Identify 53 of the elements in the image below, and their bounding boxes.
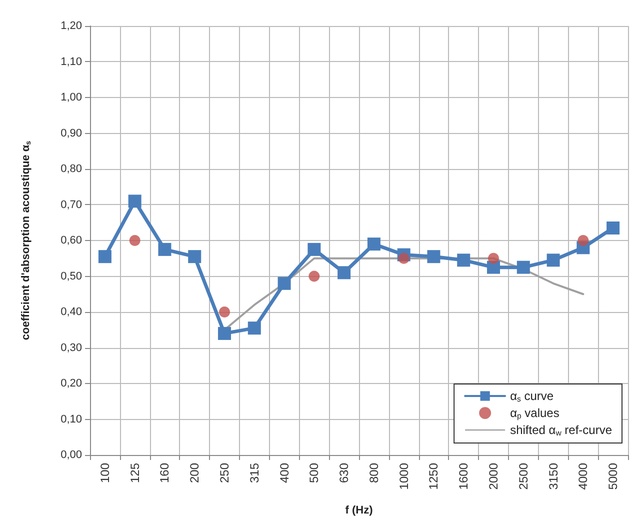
y-tick-label: 0,30: [60, 342, 82, 354]
point: [308, 242, 321, 256]
point: [546, 254, 560, 267]
x-tick-label: 800: [366, 462, 381, 484]
point: [338, 266, 351, 280]
x-axis-title: f (Hz): [345, 504, 374, 516]
y-tick-label: 0,10: [60, 413, 82, 426]
y-tick-label: 0,60: [60, 234, 82, 246]
point: [158, 242, 172, 256]
point: [457, 254, 470, 267]
y-tick-label: 0,90: [60, 127, 82, 140]
x-tick-label: 1600: [456, 462, 471, 490]
point: [98, 250, 112, 264]
x-tick-label: 315: [247, 462, 262, 484]
y-tick-label: 1,10: [60, 56, 82, 68]
y-tick-label: 0,80: [60, 163, 82, 175]
point: [427, 250, 440, 264]
point: [219, 306, 230, 318]
point: [248, 322, 261, 335]
y-tick-label: 0,20: [60, 378, 82, 390]
point: [128, 194, 142, 208]
point: [129, 235, 140, 246]
x-tick-label: 3150: [546, 462, 560, 490]
x-tick-label: 2500: [516, 462, 530, 490]
point: [606, 221, 620, 234]
x-tick-label: 160: [158, 462, 172, 484]
point: [218, 326, 231, 340]
x-tick-label: 5000: [606, 462, 620, 490]
point: [398, 252, 410, 264]
x-tick-label: 200: [188, 462, 202, 484]
y-tick-label: 0,50: [60, 270, 82, 282]
point: [188, 250, 202, 264]
y-tick-label: 0,00: [60, 449, 82, 461]
x-tick-label: 100: [98, 462, 112, 484]
point: [578, 235, 589, 246]
y-tick-label: 0,70: [60, 198, 82, 211]
x-tick-label: 125: [128, 462, 142, 484]
x-tick-label: 1000: [396, 462, 411, 490]
x-tick-label: 2000: [486, 462, 500, 490]
x-tick-label: 250: [218, 462, 232, 484]
y-tick-label: 0,40: [60, 306, 82, 318]
x-tick-label: 630: [337, 462, 352, 484]
x-tick-label: 400: [277, 462, 292, 484]
x-tick-label: 1250: [426, 462, 441, 490]
x-tick-label: 4000: [576, 462, 590, 490]
point: [278, 276, 291, 290]
y-tick-label: 1,00: [60, 92, 82, 104]
point: [308, 270, 320, 282]
point: [367, 238, 380, 251]
y-tick-label: 1,20: [60, 20, 82, 32]
x-tick-label: 500: [307, 462, 322, 484]
point: [488, 252, 499, 264]
point: [516, 260, 530, 274]
